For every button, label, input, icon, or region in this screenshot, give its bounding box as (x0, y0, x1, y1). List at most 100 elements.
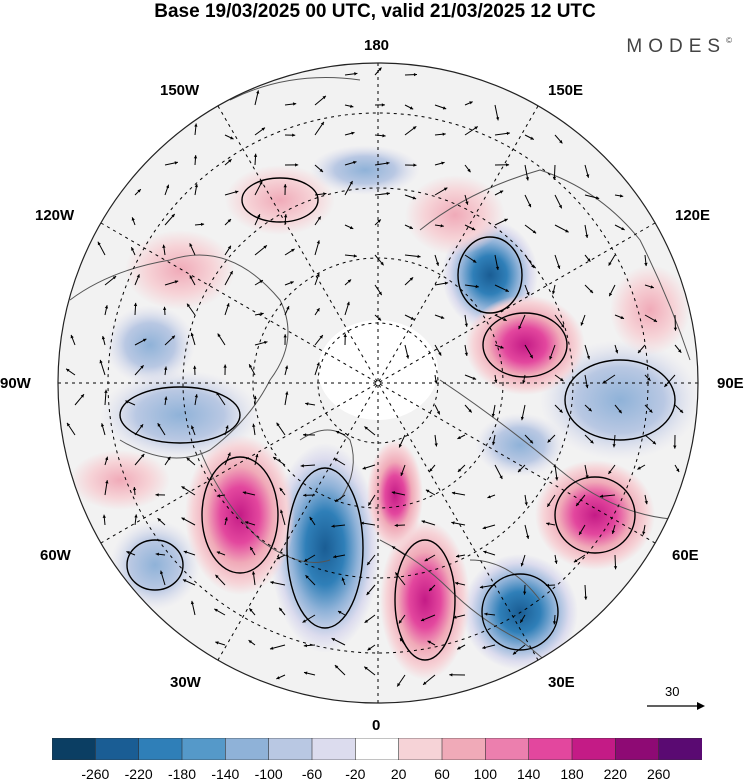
wind-vector-head (285, 391, 289, 395)
wind-vector-head (378, 291, 382, 296)
wind-vector-head (223, 364, 227, 368)
wind-vector-head (286, 306, 290, 310)
wind-vector-head (545, 583, 550, 587)
anomaly-low (540, 340, 698, 460)
wind-vector-head (529, 354, 533, 359)
wind-vector-head (409, 277, 414, 281)
wind-vector-head (644, 262, 648, 267)
wind-vector-head (400, 472, 404, 476)
wind-vector-head (193, 365, 197, 369)
wind-vector-head (364, 426, 368, 430)
lon-label-30w: 30W (170, 674, 201, 691)
wind-vector-head (455, 581, 459, 586)
wind-vector-head (226, 303, 230, 307)
wind-vector-head (386, 192, 390, 196)
wind-vector-head (216, 392, 220, 396)
map-boundary (57, 62, 699, 704)
wind-vector-head (585, 475, 589, 479)
colorbar-tick-label: 220 (603, 766, 628, 782)
wind-vector-head (200, 222, 205, 226)
wind-vector-head (664, 383, 668, 387)
lon-label-60w: 60W (40, 547, 71, 564)
wind-vector-head (189, 243, 193, 247)
wind-vector-head (412, 126, 417, 130)
wind-vector-head (557, 265, 561, 269)
anomaly-high (405, 175, 505, 255)
wind-vector-head (464, 323, 468, 327)
wind-vector-head (317, 216, 321, 220)
wind-vector-head (349, 226, 354, 230)
wind-vector-head (526, 291, 530, 296)
colorbar-swatch (138, 738, 183, 760)
wind-vector-head (70, 334, 74, 339)
wind-vector-head (131, 247, 135, 251)
colorbar-tick-label: 260 (646, 766, 671, 782)
colorbar-swatch (571, 738, 617, 760)
wind-vector-head (164, 366, 168, 370)
wind-vector-head (678, 349, 682, 353)
wind-vector-head (260, 312, 264, 316)
wind-vector-head (354, 72, 358, 76)
wind-vector-head (579, 531, 583, 535)
wind-vector-head (555, 477, 559, 481)
wind-vector-head (163, 306, 167, 310)
wind-vector-head (474, 126, 478, 130)
brand-text: MODES (626, 36, 727, 57)
wind-vector-head (532, 230, 537, 234)
lon-label-150e: 150E (548, 82, 584, 99)
wind-vector-head (599, 494, 604, 498)
wind-vector-head (531, 264, 535, 268)
lon-label-150w: 150W (160, 82, 200, 99)
wind-vector-head (442, 132, 446, 136)
anomaly-low (270, 443, 380, 653)
wind-vector-head (215, 641, 219, 645)
wind-vector-head (421, 618, 425, 622)
wind-vector-head (552, 621, 557, 625)
wind-vector-head (589, 289, 593, 293)
wind-vector-head (580, 322, 584, 326)
colorbar-swatch (615, 738, 660, 760)
wind-vector-head (331, 638, 336, 642)
wind-vector-head (506, 163, 510, 167)
wind-vector-head (608, 262, 612, 266)
wind-vector-head (523, 591, 527, 595)
wind-vector-head (131, 217, 135, 221)
wind-vector-head (67, 422, 71, 427)
wind-vector-head (588, 408, 592, 412)
wind-vector-head (427, 640, 431, 644)
wind-vector-head (99, 359, 103, 364)
wind-vector-head (585, 384, 589, 389)
wind-vector-head (248, 640, 252, 644)
modes-logo: MODES© (626, 36, 732, 58)
wind-vector-head (483, 550, 487, 554)
wind-vector-head (367, 647, 371, 651)
wind-vector-head (320, 121, 324, 126)
wind-vector-head (525, 177, 529, 181)
wind-vector-head (487, 495, 491, 499)
map-title: Base 19/03/2025 00 UTC, valid 21/03/2025… (154, 1, 596, 22)
lon-label-90e: 90E (717, 375, 744, 392)
wind-vector-head (479, 585, 484, 589)
copyright-mark: © (726, 36, 732, 45)
anomaly-field (58, 63, 698, 703)
wind-vector-head (303, 644, 307, 648)
wind-vector-head (650, 285, 654, 289)
colorbar-swatch (95, 738, 140, 760)
wind-vector-head (590, 440, 594, 444)
wind-vector-head (134, 514, 138, 518)
wind-vector-head (362, 466, 366, 470)
reference-vector-arrow (647, 702, 705, 710)
wind-vector-head (305, 402, 309, 406)
colorbar-tick-label: -180 (167, 766, 197, 782)
wind-vector-head (300, 464, 304, 468)
wind-vector-head (440, 315, 445, 319)
wind-vector-head (386, 161, 390, 165)
wind-vector-head (216, 494, 221, 498)
wind-vector-head (261, 127, 265, 131)
wind-vector-head (456, 554, 460, 558)
wind-vector-head (457, 468, 462, 472)
wind-vector-head (468, 409, 472, 413)
wind-vector-head (364, 666, 368, 670)
wind-vector-head (132, 487, 137, 491)
wind-vector-head (284, 365, 289, 369)
